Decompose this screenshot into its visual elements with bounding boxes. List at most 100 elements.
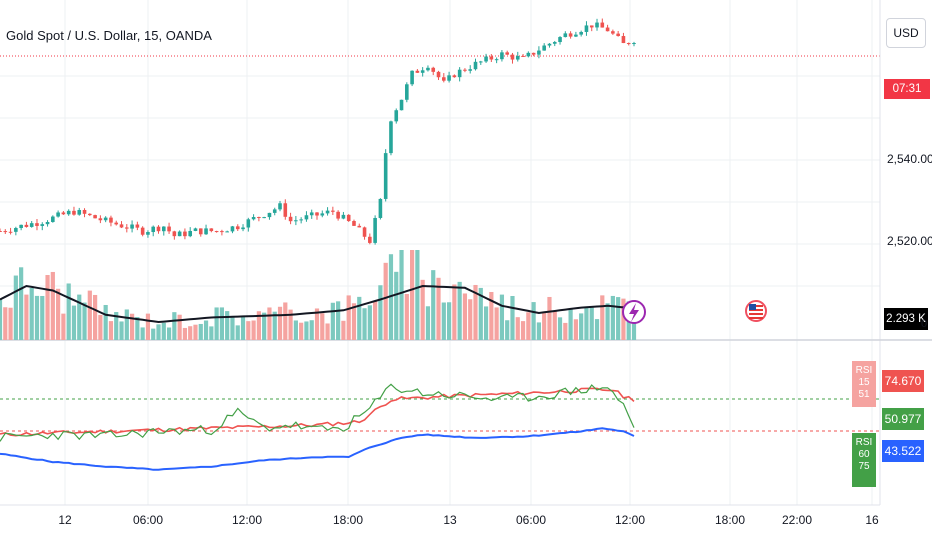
volume-bar bbox=[579, 313, 584, 340]
volume-bar bbox=[547, 296, 552, 340]
candle-body bbox=[161, 226, 166, 232]
volume-bar bbox=[536, 322, 541, 340]
volume-bar bbox=[415, 250, 420, 340]
rsi-blue-value: 43.522 bbox=[882, 440, 924, 462]
candle-body bbox=[537, 50, 541, 55]
lightning-icon[interactable] bbox=[622, 300, 646, 324]
volume-bar bbox=[584, 307, 589, 340]
candle-body bbox=[262, 217, 266, 219]
symbol-title[interactable]: Gold Spot / U.S. Dollar, 15, OANDA bbox=[6, 28, 212, 43]
candle-body bbox=[35, 223, 39, 226]
volume-bar bbox=[172, 312, 177, 340]
volume-bar bbox=[520, 321, 526, 340]
volume-bar bbox=[367, 305, 372, 340]
candle-body bbox=[426, 67, 430, 71]
volume-bar bbox=[71, 305, 77, 340]
volume-bar bbox=[552, 311, 557, 340]
candle-body bbox=[484, 56, 488, 62]
candle-body bbox=[478, 61, 483, 63]
time-label: 06:00 bbox=[515, 513, 547, 527]
candle-body bbox=[0, 231, 2, 232]
currency-button[interactable]: USD bbox=[886, 18, 926, 48]
candle-body bbox=[283, 203, 288, 217]
time-label: 06:00 bbox=[132, 513, 164, 527]
candle-body bbox=[88, 213, 92, 216]
volume-bar bbox=[203, 320, 209, 340]
rsi60-name: RSI 60 bbox=[855, 437, 873, 460]
rsi-red-line bbox=[0, 387, 635, 437]
candle-body bbox=[563, 33, 568, 38]
volume-bar bbox=[483, 306, 489, 340]
candle-body bbox=[135, 224, 140, 228]
volume-bar bbox=[188, 326, 193, 340]
volume-bar bbox=[135, 317, 140, 340]
candle-body bbox=[72, 210, 76, 215]
volume-bar bbox=[473, 284, 478, 340]
candle-body bbox=[235, 226, 240, 230]
candle-body bbox=[399, 99, 404, 111]
candle-body bbox=[246, 219, 251, 228]
candle-body bbox=[146, 232, 150, 235]
time-label: 22:00 bbox=[781, 513, 813, 527]
volume-bar bbox=[436, 277, 441, 340]
candle-body bbox=[584, 25, 589, 32]
candle-body bbox=[452, 75, 457, 78]
volume-bar bbox=[140, 327, 145, 340]
time-label: 18:00 bbox=[332, 513, 364, 527]
volume-bar bbox=[489, 291, 494, 340]
volume-bar bbox=[19, 267, 24, 340]
volume-bar bbox=[267, 307, 272, 340]
candle-body bbox=[24, 224, 29, 227]
candle-body bbox=[552, 42, 557, 44]
candle-body bbox=[315, 212, 319, 216]
volume-bar bbox=[515, 317, 520, 340]
volume-bar bbox=[182, 327, 188, 340]
candle-body bbox=[19, 224, 23, 229]
volume-bar bbox=[24, 294, 29, 340]
candle-body bbox=[494, 59, 499, 61]
candle-body bbox=[362, 227, 367, 237]
volume-bar bbox=[600, 295, 605, 340]
volume-bar bbox=[0, 299, 3, 340]
candle-body bbox=[436, 71, 441, 78]
volume-bar bbox=[235, 325, 240, 340]
volume-bar bbox=[394, 271, 399, 340]
volume-bar bbox=[573, 319, 578, 340]
volume-bar bbox=[542, 313, 547, 340]
volume-bar bbox=[3, 307, 8, 340]
volume-bar bbox=[293, 320, 298, 340]
volume-bar bbox=[410, 250, 415, 340]
volume-bar bbox=[114, 312, 119, 340]
candle-body bbox=[468, 69, 473, 71]
volume-bar bbox=[145, 313, 151, 340]
candle-body bbox=[357, 225, 362, 228]
volume-bar bbox=[494, 307, 499, 340]
volume-bar bbox=[240, 316, 246, 340]
candle-body bbox=[177, 231, 182, 237]
candle-body bbox=[167, 226, 171, 232]
candle-body bbox=[568, 33, 573, 37]
candle-body bbox=[272, 209, 277, 213]
candle-body bbox=[40, 224, 45, 226]
volume-bar bbox=[621, 298, 626, 340]
volume-bar bbox=[320, 313, 325, 340]
candle-body bbox=[521, 55, 525, 57]
us-flag-icon[interactable] bbox=[745, 300, 767, 322]
candle-body bbox=[621, 36, 626, 44]
candle-body bbox=[389, 121, 393, 154]
volume-bar bbox=[362, 308, 367, 340]
volume-bar bbox=[336, 301, 341, 340]
candle-body bbox=[605, 27, 610, 32]
volume-bar bbox=[256, 311, 261, 340]
volume-bar bbox=[616, 297, 621, 340]
volume-bar bbox=[56, 288, 61, 340]
volume-bar bbox=[119, 321, 124, 340]
candle-body bbox=[183, 231, 187, 237]
volume-bar bbox=[288, 309, 293, 340]
candle-body bbox=[251, 217, 256, 220]
candle-body bbox=[526, 52, 531, 57]
rsi-green-value: 50.977 bbox=[882, 408, 924, 430]
time-label: 12 bbox=[58, 513, 72, 527]
candle-body bbox=[373, 217, 377, 243]
